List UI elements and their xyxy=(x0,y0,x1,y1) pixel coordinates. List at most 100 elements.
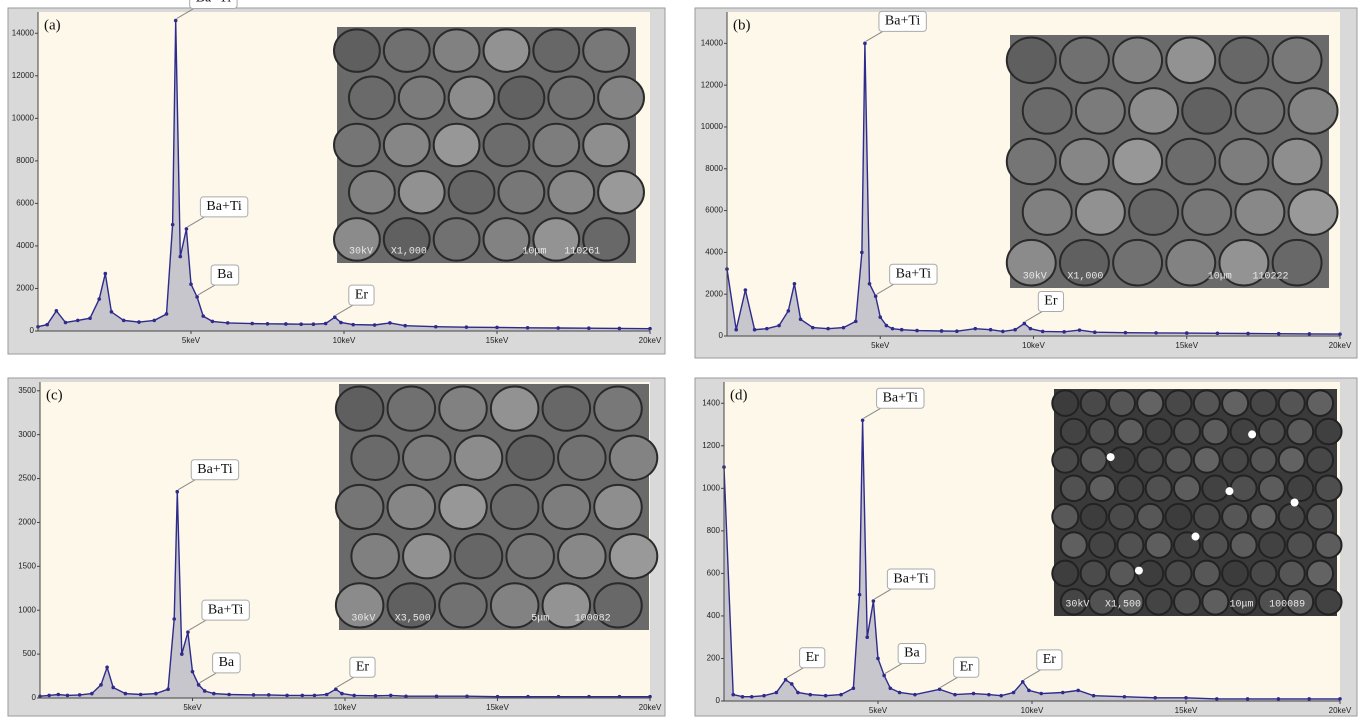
spot xyxy=(1225,487,1233,495)
annotation: Ba xyxy=(219,655,235,670)
data-point xyxy=(1215,697,1219,701)
x-tick-label: 15keV xyxy=(1175,341,1198,350)
annotation: Ba xyxy=(217,267,233,282)
data-point xyxy=(790,682,794,686)
y-tick-label: 12000 xyxy=(12,71,35,80)
grain xyxy=(1222,390,1248,416)
x-tick-label: 20keV xyxy=(639,703,662,712)
data-point xyxy=(1307,697,1311,701)
annotation: Ba+Ti xyxy=(883,390,919,405)
data-point xyxy=(526,326,530,330)
grain xyxy=(610,436,658,480)
data-point xyxy=(137,320,141,324)
data-point xyxy=(64,321,68,325)
grain xyxy=(1007,38,1056,84)
grain xyxy=(1061,532,1087,558)
grain xyxy=(533,29,579,71)
grain xyxy=(484,124,530,166)
data-point xyxy=(465,325,469,329)
image-label: X1,000 xyxy=(1067,272,1103,283)
data-point xyxy=(186,630,190,634)
grain xyxy=(1315,476,1341,502)
grain xyxy=(1146,419,1172,445)
image-label: 10μm xyxy=(1229,600,1253,611)
image-label: 100089 xyxy=(1269,600,1305,611)
y-tick-label: 10000 xyxy=(701,122,724,131)
grain xyxy=(1166,504,1192,530)
data-point xyxy=(139,693,143,697)
grain xyxy=(583,29,629,71)
data-point xyxy=(333,315,337,319)
grain xyxy=(1279,447,1305,473)
grain xyxy=(384,124,430,166)
data-point xyxy=(45,323,49,327)
image-label: 100082 xyxy=(575,614,611,625)
image-label: 30kV xyxy=(349,246,373,258)
data-point xyxy=(858,593,862,597)
data-point xyxy=(1246,332,1250,336)
grain xyxy=(1231,476,1257,502)
data-point xyxy=(826,327,830,331)
grain xyxy=(558,436,606,480)
annotation: Er xyxy=(1043,652,1057,667)
grain xyxy=(506,436,554,480)
data-point xyxy=(495,326,499,330)
grain xyxy=(1129,189,1178,235)
data-point xyxy=(777,324,781,328)
data-point xyxy=(174,19,178,23)
data-point xyxy=(178,255,182,259)
x-tick-label: 10keV xyxy=(1022,341,1045,350)
data-point xyxy=(839,693,843,697)
y-tick-label: 6000 xyxy=(16,199,34,208)
grain xyxy=(1166,38,1215,84)
grain xyxy=(1113,38,1162,84)
annotation: Er xyxy=(806,650,820,665)
grain xyxy=(351,534,399,578)
data-point xyxy=(1338,332,1342,336)
grain xyxy=(491,386,539,430)
data-point xyxy=(1062,330,1066,334)
grain xyxy=(403,534,451,578)
y-tick-label: 400 xyxy=(707,611,721,620)
x-tick-label: 5keV xyxy=(182,336,201,345)
data-point xyxy=(1308,332,1312,336)
annotation: Ba+Ti xyxy=(206,199,242,214)
grain xyxy=(1137,504,1163,530)
y-tick-label: 200 xyxy=(707,654,721,663)
data-point xyxy=(324,322,328,326)
grain xyxy=(1250,390,1276,416)
data-point xyxy=(1001,330,1005,334)
y-tick-label: 2000 xyxy=(705,289,723,298)
grain xyxy=(1194,561,1220,587)
sem-image: 30kVX3,5005μm100082 xyxy=(336,384,657,630)
data-point xyxy=(203,689,207,693)
data-point xyxy=(987,693,991,697)
grain xyxy=(434,124,480,166)
grain xyxy=(455,436,503,480)
data-point xyxy=(90,692,94,696)
grain xyxy=(1052,390,1078,416)
data-point xyxy=(1023,322,1027,326)
grain xyxy=(449,77,495,119)
grain xyxy=(491,485,539,529)
data-point xyxy=(1039,692,1043,696)
data-point xyxy=(787,309,791,313)
y-tick-label: 10000 xyxy=(12,113,35,122)
data-point xyxy=(250,322,254,326)
data-point xyxy=(793,282,797,286)
data-point xyxy=(325,693,329,697)
data-point xyxy=(1093,330,1097,334)
data-point xyxy=(882,674,886,678)
data-point xyxy=(166,687,170,691)
data-point xyxy=(172,617,176,621)
grain xyxy=(439,583,487,627)
grain xyxy=(1174,476,1200,502)
spot xyxy=(1135,567,1143,575)
grain xyxy=(1235,189,1284,235)
grain xyxy=(1287,532,1313,558)
data-point xyxy=(1021,680,1025,684)
grain xyxy=(1166,390,1192,416)
data-point xyxy=(648,327,652,331)
image-label: 10μm xyxy=(1208,272,1232,283)
grain xyxy=(1060,38,1109,84)
